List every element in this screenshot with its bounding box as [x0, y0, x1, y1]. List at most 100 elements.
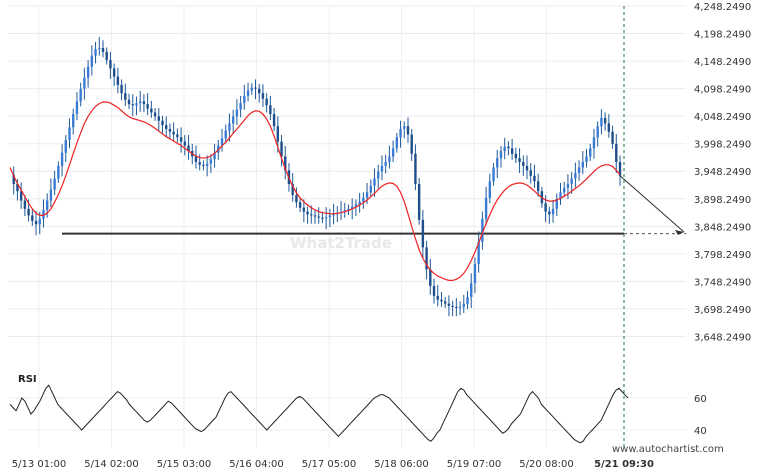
- price-candle-body: [72, 114, 75, 128]
- price-candle-body: [79, 88, 82, 102]
- price-candle-body: [228, 123, 231, 131]
- price-candle-body: [310, 214, 313, 216]
- price-y-tick-label: 3,848.2490: [694, 222, 751, 233]
- price-candle-body: [109, 60, 112, 69]
- price-candle-body: [611, 131, 614, 144]
- price-candle-body: [243, 95, 246, 104]
- price-candle-body: [317, 216, 320, 218]
- current-time-label: 5/21 09:30: [594, 459, 654, 470]
- price-candle-body: [607, 123, 611, 132]
- price-y-tick-label: 3,798.2490: [694, 250, 751, 261]
- price-candle-body: [559, 192, 562, 199]
- price-candle-body: [522, 162, 525, 166]
- price-candle-body: [64, 139, 67, 153]
- price-candle-body: [94, 49, 97, 56]
- price-y-tick-label: 4,198.2490: [694, 30, 751, 41]
- price-candle-body: [440, 299, 443, 302]
- price-candle-body: [399, 128, 402, 138]
- price-candle-body: [194, 156, 198, 163]
- price-candle-body: [510, 148, 514, 154]
- price-candle-body: [347, 208, 350, 211]
- price-candle-body: [153, 112, 157, 117]
- price-y-tick-label: 3,648.2490: [694, 332, 751, 343]
- price-candle-body: [451, 305, 454, 307]
- price-candle-body: [313, 215, 317, 217]
- x-tick-label: 5/14 02:00: [84, 459, 138, 470]
- price-candle-body: [105, 51, 108, 61]
- credit-text: www.autochartist.com: [612, 444, 724, 455]
- price-candle-body: [168, 128, 172, 132]
- price-candle-body: [388, 156, 391, 163]
- price-candle-body: [269, 105, 272, 115]
- price-candle-body: [488, 181, 492, 198]
- price-candle-body: [42, 209, 45, 219]
- rsi-title: RSI: [18, 374, 37, 385]
- price-candle-body: [548, 211, 551, 215]
- grid-lines: [8, 5, 686, 448]
- price-candle-body: [12, 174, 15, 185]
- price-candle-body: [496, 158, 499, 168]
- price-candle-body: [603, 117, 607, 124]
- price-candle-body: [328, 215, 332, 218]
- price-candle-body: [165, 125, 168, 129]
- price-candle-body: [75, 101, 79, 115]
- price-candle-body: [410, 134, 413, 154]
- price-candle-body: [157, 116, 160, 121]
- x-tick-label: 5/20 08:00: [519, 459, 573, 470]
- price-candle-body: [358, 201, 361, 205]
- price-candle-body: [618, 162, 622, 176]
- price-candle-body: [53, 178, 56, 190]
- price-candle-body: [131, 104, 134, 106]
- price-candle-body: [235, 109, 239, 117]
- price-candle-body: [179, 137, 183, 142]
- price-candle-body: [187, 145, 190, 151]
- price-candle-body: [481, 218, 484, 242]
- price-candle-body: [436, 295, 439, 300]
- price-candle-body: [369, 185, 372, 193]
- moving-average-line: [9, 101, 621, 281]
- price-candle-body: [265, 98, 268, 106]
- price-candle-body: [150, 108, 153, 113]
- price-candle-body: [514, 153, 518, 159]
- price-candle-body: [377, 171, 380, 179]
- price-candle-body: [261, 93, 265, 99]
- price-candle-body: [529, 170, 532, 176]
- rsi-y-tick-label: 60: [694, 394, 707, 405]
- price-candle-body: [31, 215, 34, 221]
- price-candle-body: [600, 117, 603, 127]
- price-candle-body: [306, 211, 309, 215]
- price-candle-body: [27, 208, 30, 216]
- price-candle-body: [380, 165, 384, 172]
- price-y-tick-label: 3,698.2490: [694, 305, 751, 316]
- price-candle-body: [38, 218, 41, 225]
- price-candle-body: [566, 184, 570, 188]
- price-candle-body: [202, 164, 205, 166]
- price-candle-body: [276, 126, 280, 142]
- price-candle-body: [429, 269, 432, 286]
- price-candle-body: [391, 148, 395, 157]
- price-candle-body: [98, 47, 101, 50]
- price-candle-body: [507, 146, 510, 149]
- price-candle-body: [417, 184, 421, 220]
- price-candle-body: [272, 114, 276, 127]
- price-candle-body: [250, 87, 253, 91]
- price-candle-body: [60, 152, 64, 166]
- price-candle-body: [551, 208, 555, 215]
- price-candle-body: [395, 137, 399, 149]
- price-candle-body: [574, 173, 577, 179]
- price-candle-body: [536, 181, 540, 192]
- price-candle-body: [492, 167, 495, 182]
- price-candle-body: [563, 187, 566, 193]
- price-candle-body: [585, 156, 588, 163]
- price-candle-body: [470, 283, 473, 297]
- rsi-line: [9, 384, 629, 444]
- price-candle-body: [112, 68, 116, 77]
- x-tick-label: 5/18 06:00: [374, 459, 428, 470]
- price-candle-body: [499, 150, 503, 159]
- price-candle-body: [246, 90, 250, 96]
- price-candle-body: [466, 296, 469, 305]
- price-candle-body: [101, 47, 105, 52]
- price-candle-body: [525, 165, 529, 171]
- price-candle-body: [455, 306, 458, 308]
